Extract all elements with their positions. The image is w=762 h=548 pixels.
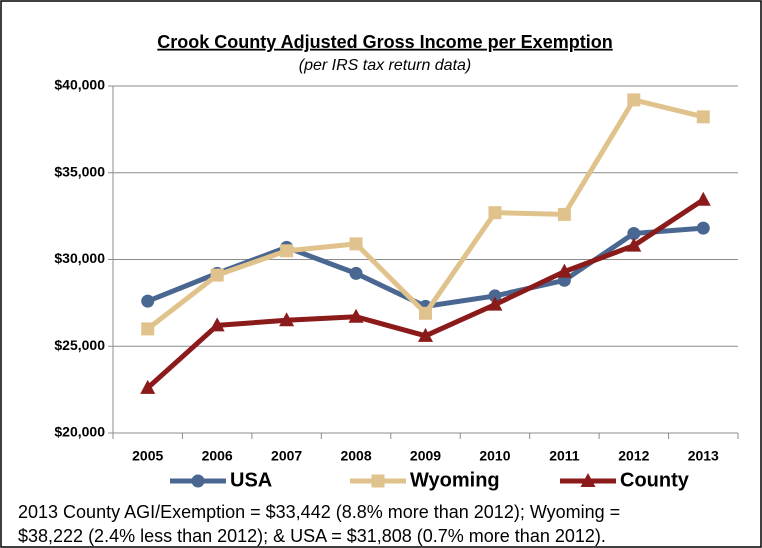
legend-marker: [191, 474, 205, 488]
x-tick-label: 2008: [340, 448, 371, 464]
data-point: [419, 306, 432, 320]
x-tick-label: 2005: [132, 448, 163, 464]
y-tick-label: $35,000: [54, 163, 105, 179]
footnote: 2013 County AGI/Exemption = $33,442 (8.8…: [18, 502, 620, 522]
data-point: [349, 266, 363, 280]
data-point: [557, 207, 571, 221]
data-point: [210, 268, 224, 282]
data-point: [348, 308, 364, 323]
x-tick-label: 2007: [271, 448, 302, 464]
x-tick-label: 2006: [202, 448, 233, 464]
x-tick-label: 2012: [618, 448, 649, 464]
data-point: [140, 379, 156, 394]
legend-marker: [580, 473, 596, 487]
x-tick-label: 2011: [549, 448, 580, 464]
legend-label: County: [620, 469, 690, 491]
legend-label: USA: [230, 469, 272, 491]
y-tick-label: $40,000: [54, 77, 105, 93]
y-tick-label: $30,000: [54, 250, 105, 266]
chart-title: Crook County Adjusted Gross Income per E…: [157, 32, 612, 52]
data-point: [209, 317, 225, 332]
data-point: [696, 221, 710, 235]
legend-marker: [371, 474, 385, 488]
data-point: [349, 237, 363, 251]
data-point: [626, 237, 642, 252]
data-point: [280, 244, 294, 258]
data-point: [556, 263, 572, 278]
x-tick-label: 2009: [410, 448, 441, 464]
y-tick-label: $25,000: [54, 337, 105, 353]
legend-label: Wyoming: [410, 469, 500, 491]
x-tick-label: 2010: [479, 448, 510, 464]
y-tick-label: $20,000: [54, 424, 105, 440]
data-point: [488, 206, 502, 220]
data-point: [279, 312, 295, 327]
data-point: [696, 110, 710, 124]
x-tick-label: 2013: [688, 448, 719, 464]
footnote: $38,222 (2.4% less than 2012); & USA = $…: [18, 526, 606, 546]
data-point: [627, 226, 641, 240]
data-point: [418, 327, 433, 342]
data-point: [487, 296, 503, 311]
data-point: [695, 191, 711, 206]
chart-subtitle: (per IRS tax return data): [299, 57, 472, 74]
data-point: [141, 322, 155, 336]
data-point: [627, 93, 641, 107]
data-point: [141, 294, 155, 308]
data-point: [488, 289, 502, 303]
